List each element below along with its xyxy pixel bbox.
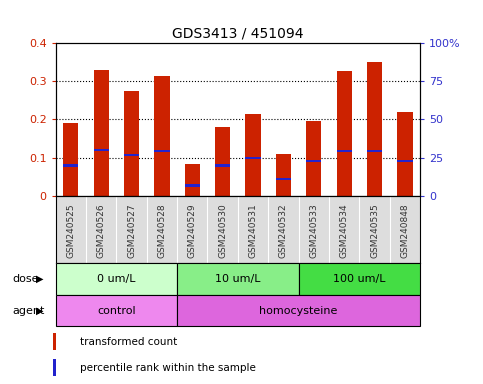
Bar	[276, 154, 291, 196]
Text: GSM240532: GSM240532	[279, 204, 288, 258]
Bar	[306, 121, 322, 196]
Text: GSM240534: GSM240534	[340, 204, 349, 258]
Text: homocysteine: homocysteine	[259, 306, 338, 316]
Bar	[56, 263, 177, 295]
Bar	[185, 184, 200, 187]
Bar	[94, 70, 109, 196]
Text: GSM240527: GSM240527	[127, 204, 136, 258]
Bar	[124, 154, 139, 156]
Bar	[306, 160, 322, 162]
Text: control: control	[97, 306, 136, 316]
Bar	[154, 76, 170, 196]
Bar	[298, 263, 420, 295]
Bar	[177, 295, 420, 326]
Text: 100 um/L: 100 um/L	[333, 274, 386, 284]
Bar	[94, 149, 109, 151]
Bar	[276, 178, 291, 180]
Bar	[53, 359, 56, 376]
Text: 10 um/L: 10 um/L	[215, 274, 261, 284]
Bar	[177, 263, 298, 295]
Bar	[56, 295, 177, 326]
Text: GSM240525: GSM240525	[66, 204, 75, 258]
Bar	[215, 164, 230, 167]
Bar	[337, 150, 352, 152]
Text: GSM240535: GSM240535	[370, 203, 379, 258]
Bar	[398, 160, 412, 162]
Bar	[245, 157, 261, 159]
Text: GSM240531: GSM240531	[249, 203, 257, 258]
Bar	[367, 150, 382, 152]
Bar	[337, 71, 352, 196]
Text: GSM240528: GSM240528	[157, 204, 167, 258]
Bar	[215, 127, 230, 196]
Text: percentile rank within the sample: percentile rank within the sample	[80, 362, 256, 373]
Bar	[124, 91, 139, 196]
Title: GDS3413 / 451094: GDS3413 / 451094	[172, 26, 304, 40]
Text: ▶: ▶	[36, 306, 44, 316]
Bar	[53, 333, 56, 350]
Text: GSM240848: GSM240848	[400, 204, 410, 258]
Text: GSM240526: GSM240526	[97, 204, 106, 258]
Text: agent: agent	[12, 306, 44, 316]
Text: 0 um/L: 0 um/L	[97, 274, 136, 284]
Bar	[154, 150, 170, 152]
Text: GSM240530: GSM240530	[218, 203, 227, 258]
Bar	[63, 164, 78, 167]
Bar	[63, 123, 78, 196]
Bar	[185, 164, 200, 196]
Text: GSM240533: GSM240533	[309, 203, 318, 258]
Bar	[367, 62, 382, 196]
Text: transformed count: transformed count	[80, 337, 177, 347]
Bar	[398, 112, 412, 196]
Text: ▶: ▶	[36, 274, 44, 284]
Text: GSM240529: GSM240529	[188, 204, 197, 258]
Bar	[245, 114, 261, 196]
Text: dose: dose	[12, 274, 39, 284]
